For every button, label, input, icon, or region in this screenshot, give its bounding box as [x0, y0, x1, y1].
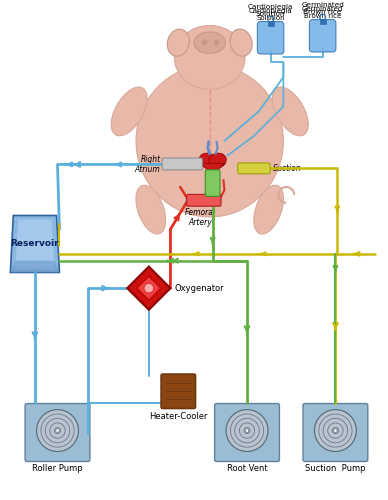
Ellipse shape — [136, 65, 283, 217]
Polygon shape — [201, 164, 224, 175]
Ellipse shape — [111, 87, 147, 136]
Ellipse shape — [272, 87, 308, 136]
Text: Cardioplegia
Solution: Cardioplegia Solution — [249, 8, 293, 21]
Circle shape — [245, 429, 249, 432]
FancyBboxPatch shape — [187, 194, 221, 206]
Text: Suction  Pump: Suction Pump — [305, 464, 365, 473]
Ellipse shape — [174, 26, 245, 90]
Polygon shape — [15, 220, 55, 268]
Polygon shape — [10, 216, 59, 272]
Bar — [268, 21, 274, 26]
Text: Germinated
Brown rice: Germinated Brown rice — [301, 2, 344, 15]
Ellipse shape — [167, 29, 189, 56]
Ellipse shape — [209, 153, 226, 168]
Ellipse shape — [230, 29, 252, 56]
Polygon shape — [127, 266, 170, 310]
Text: Oxygenator: Oxygenator — [174, 284, 224, 292]
Text: Heater-Cooler: Heater-Cooler — [149, 412, 208, 421]
Circle shape — [144, 284, 154, 293]
Circle shape — [314, 410, 356, 452]
FancyBboxPatch shape — [215, 404, 279, 462]
Ellipse shape — [136, 185, 166, 234]
Ellipse shape — [254, 185, 284, 234]
Ellipse shape — [199, 153, 217, 168]
Text: Femoral
Artery: Femoral Artery — [184, 208, 215, 227]
Text: Roller Pump: Roller Pump — [32, 464, 83, 473]
Polygon shape — [10, 260, 59, 272]
FancyBboxPatch shape — [162, 158, 203, 170]
Bar — [320, 19, 326, 24]
Circle shape — [56, 429, 59, 432]
Circle shape — [334, 429, 337, 432]
FancyBboxPatch shape — [25, 404, 90, 462]
Text: Suction: Suction — [272, 164, 301, 173]
Text: Root Vent: Root Vent — [227, 464, 267, 473]
Text: Cardioplegia
Solution: Cardioplegia Solution — [248, 4, 293, 17]
Text: Right
Atrium: Right Atrium — [135, 154, 161, 174]
Polygon shape — [137, 276, 161, 300]
FancyBboxPatch shape — [303, 404, 368, 462]
FancyBboxPatch shape — [161, 374, 196, 408]
Circle shape — [226, 410, 268, 452]
Text: Reservoir: Reservoir — [10, 240, 59, 248]
Circle shape — [36, 410, 78, 452]
FancyBboxPatch shape — [309, 20, 336, 52]
FancyBboxPatch shape — [257, 22, 284, 54]
Text: Germinated
Brown rice: Germinated Brown rice — [302, 6, 343, 19]
FancyBboxPatch shape — [205, 170, 220, 196]
Ellipse shape — [194, 32, 225, 54]
FancyBboxPatch shape — [238, 163, 270, 174]
